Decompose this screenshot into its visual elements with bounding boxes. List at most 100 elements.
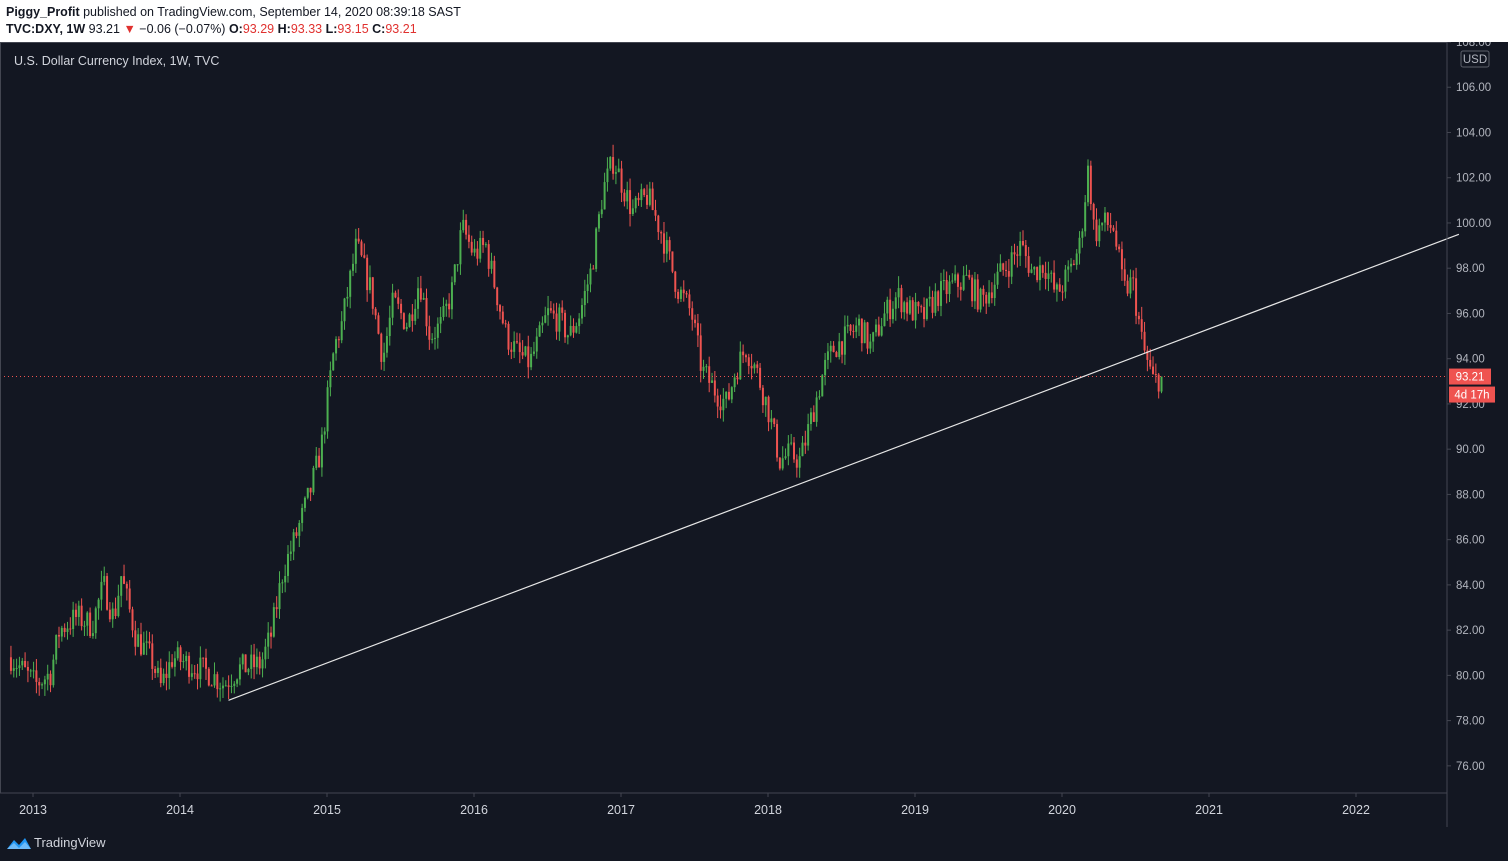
tradingview-brand[interactable]: TradingView: [34, 835, 106, 850]
candle: [544, 306, 547, 324]
price-chart[interactable]: 76.00 78.00 80.00 82.00 84.00 86.00 88.00 90.00…: [0, 42, 1508, 827]
candlestick-series: [9, 144, 1163, 702]
candle-body: [411, 314, 414, 321]
candle: [244, 654, 247, 673]
candle: [298, 520, 301, 548]
candle: [917, 301, 920, 314]
candle-body: [405, 326, 408, 329]
candle: [123, 564, 126, 585]
candle: [402, 312, 405, 330]
candle-body: [77, 605, 80, 617]
trendline[interactable]: [228, 233, 1460, 701]
candle-body: [1084, 202, 1087, 232]
candle-body: [74, 609, 77, 617]
candle: [323, 427, 326, 444]
candle-body: [385, 336, 388, 353]
candle-body: [238, 664, 241, 680]
candle-body: [784, 456, 787, 459]
candle: [499, 304, 502, 320]
candle: [555, 302, 558, 340]
candle: [255, 648, 258, 675]
candle-body: [100, 581, 103, 600]
candle-body: [589, 268, 592, 285]
candle-body: [937, 291, 940, 306]
candle: [462, 209, 465, 233]
candle-body: [547, 308, 550, 316]
candle-body: [1033, 266, 1036, 270]
candle: [962, 266, 965, 292]
candle-body: [1061, 291, 1064, 293]
candle-body: [439, 317, 442, 324]
currency-badge[interactable]: USD: [1460, 50, 1490, 68]
candle: [238, 657, 241, 686]
candle-body: [58, 635, 61, 637]
candle-body: [976, 279, 979, 310]
candle-body: [433, 337, 436, 339]
candle-body: [942, 279, 945, 282]
candle: [320, 427, 323, 477]
candle: [74, 603, 77, 626]
price-tick-label: 80.00: [1456, 670, 1485, 682]
candle: [883, 301, 886, 327]
candle: [32, 661, 35, 679]
candle: [764, 396, 767, 417]
candle: [433, 326, 436, 350]
candle-body: [829, 345, 832, 352]
candle: [1154, 363, 1157, 383]
candle-body: [332, 353, 335, 371]
candle: [515, 332, 518, 344]
candle: [207, 667, 210, 687]
author-name[interactable]: Piggy_Profit: [6, 5, 80, 19]
candle-body: [12, 668, 15, 671]
candle: [281, 579, 284, 594]
candle: [580, 298, 583, 324]
candle: [1072, 259, 1075, 266]
candle-body: [188, 655, 191, 677]
candle-body: [631, 208, 634, 215]
candle: [956, 272, 959, 298]
price-axis[interactable]: 76.00 78.00 80.00 82.00 84.00 86.00 88.00 90.00…: [1447, 42, 1491, 773]
candle: [937, 290, 940, 312]
candle-body: [583, 290, 586, 306]
candle: [142, 631, 145, 656]
time-tick-label: 2014: [166, 803, 194, 817]
candle: [866, 321, 869, 355]
candle: [103, 566, 106, 586]
candle: [227, 675, 230, 699]
candle: [793, 436, 796, 463]
candle-body: [473, 248, 476, 253]
candle-body: [535, 336, 538, 352]
candle-body: [484, 244, 487, 246]
time-axis[interactable]: 2013 2014 2015 2016 2017 2018 2019 2020 2021 2022: [19, 793, 1370, 817]
candle: [128, 580, 131, 613]
candle-body: [343, 298, 346, 322]
candle: [80, 598, 83, 631]
candle: [671, 251, 674, 274]
last-price-tag: 93.21: [1449, 368, 1491, 385]
candle: [999, 254, 1002, 272]
candle: [383, 342, 386, 371]
candle: [719, 394, 722, 419]
candle: [493, 255, 496, 290]
candle: [479, 230, 482, 263]
candle-body: [278, 583, 281, 610]
candle: [97, 597, 100, 620]
candle-body: [89, 612, 92, 637]
candle-body: [43, 679, 46, 685]
candle-body: [603, 182, 606, 210]
candle: [538, 321, 541, 337]
candle: [886, 296, 889, 321]
candle-body: [213, 674, 216, 686]
candle-body: [711, 380, 714, 383]
chart-area[interactable]: 76.00 78.00 80.00 82.00 84.00 86.00 88.00 90.00…: [0, 42, 1508, 827]
candle-body: [595, 228, 598, 269]
candle: [213, 662, 216, 688]
candle-body: [179, 647, 182, 662]
candle: [685, 290, 688, 298]
candle-body: [1157, 374, 1160, 392]
candle-body: [233, 683, 236, 686]
candle: [877, 316, 880, 337]
candle: [445, 299, 448, 317]
candle: [1010, 245, 1013, 285]
down-arrow-icon: ▼: [123, 22, 136, 36]
